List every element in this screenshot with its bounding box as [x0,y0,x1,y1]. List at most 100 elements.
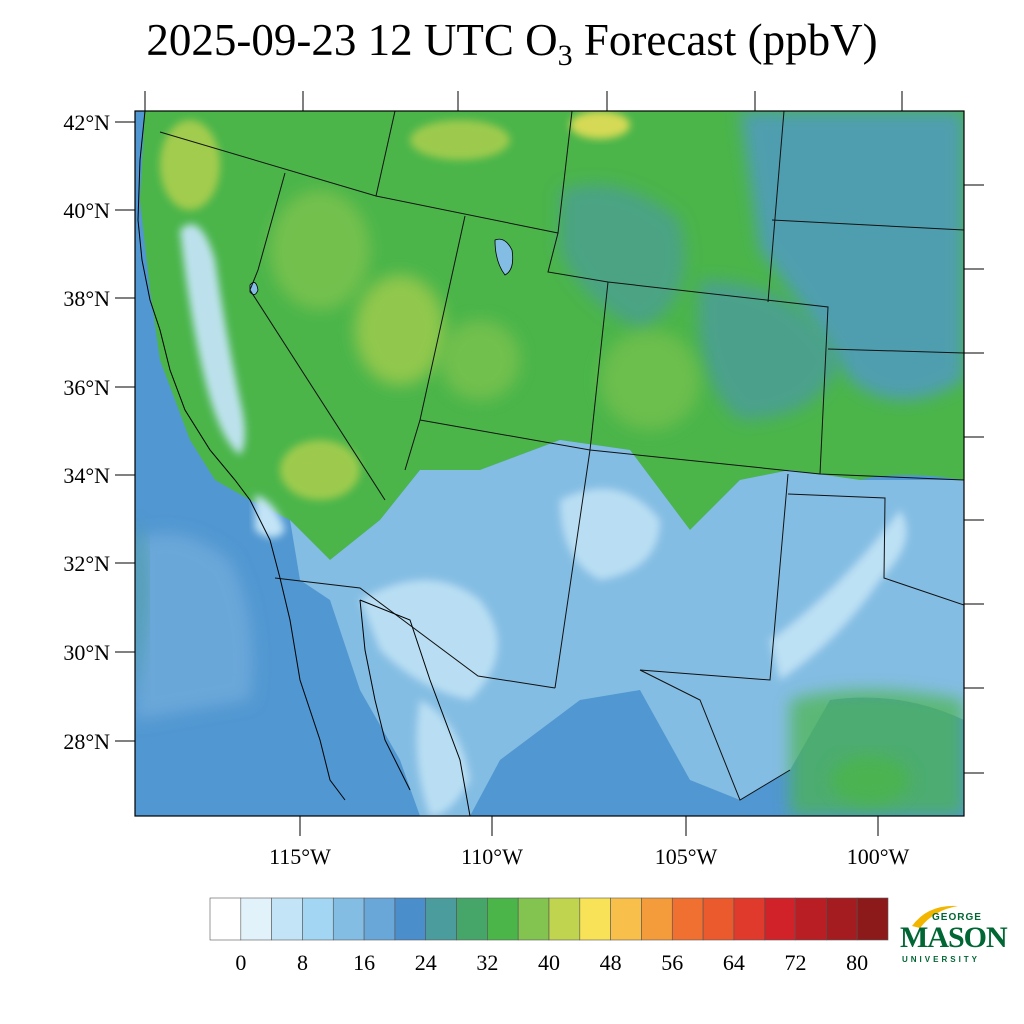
highland-patch [160,120,220,210]
colorbar-label: 40 [538,950,560,975]
logo-main-text: MASON [900,921,1008,954]
desert-pale-swath-1 [360,580,498,700]
la-basin-pale [255,495,285,538]
colorbar-label: 24 [415,950,437,975]
colorbar-swatch [733,897,766,941]
colorbar-label: 64 [723,950,745,975]
colorbar-swatch [394,897,427,941]
gulf-of-california-coast [359,599,411,791]
state-boundaries [159,111,964,801]
four-corners-line [419,419,964,481]
us-mexico-border [274,577,556,689]
california-coast [137,111,281,579]
lon-label: 110°W [461,844,523,869]
highland-patch [440,320,520,400]
desert-pale-swath-2 [560,488,660,580]
lat-label: 32°N [63,551,110,576]
colorbar-swatch [764,897,796,941]
colorbar-swatch [425,897,457,941]
colorbar-label: 80 [846,950,868,975]
colorbar-swatch [579,897,611,941]
new-mexico-texas-boundary [639,473,789,681]
lon-label: 115°W [269,844,331,869]
lat-label: 28°N [63,729,110,754]
highland-patch [280,440,360,500]
baja-pacific-coast [279,577,346,801]
colorbar-label: 8 [297,950,308,975]
mexico-pale-swath [416,700,470,816]
colorado-teal-patch [560,184,685,330]
left-ticks [115,121,135,742]
map-title: 2025-09-23 12 UTC O3 Forecast (ppbV) [0,12,1024,84]
lat-label: 42°N [63,110,110,135]
colorbar-swatch [641,897,673,941]
right-ticks [964,184,984,774]
title-text: 2025-09-23 12 UTC O [146,15,558,65]
kansas-oklahoma-boundary [827,348,964,354]
oklahoma-texas-boundary [787,493,964,606]
highland-patch [410,120,510,160]
highland-patch [355,275,445,385]
utah-colorado-boundary [554,281,609,689]
highland-patch [830,755,910,805]
colorbar-label: 48 [600,950,622,975]
colorbar-label: 32 [476,950,498,975]
colorbar-label: 0 [235,950,246,975]
texas-pale-swath [770,510,907,680]
coastlines [137,111,471,816]
great-salt-lake [494,238,514,276]
highland-patch [570,111,630,139]
logo-bottom-text: UNIVERSITY [902,955,981,964]
colorbar-swatch [548,897,581,941]
nebraska-south-boundary [771,219,964,231]
ozone-field [135,111,964,816]
colorbar-swatch [332,897,365,941]
colorbar-swatch [240,897,272,941]
lat-label: 40°N [63,198,110,223]
colorbar [209,897,889,941]
map-frame [134,110,965,817]
lon-label: 100°W [847,844,910,869]
colorbar-swatch [610,897,642,941]
logo-top-text: GEORGE [932,912,982,923]
central-valley-pale [180,224,245,455]
logo-swoosh [912,905,958,928]
lat-label: 30°N [63,640,110,665]
sonora-coast [359,599,471,816]
colorbar-swatch [209,897,242,941]
nebraska-boundary [767,111,785,303]
colorbar-swatch [456,897,488,941]
title-text-suffix: Forecast (ppbV) [572,15,878,65]
colorbar-label: 16 [353,950,375,975]
rio-grande-border [639,669,791,801]
plains-blue-patch [740,111,964,400]
longitude-labels: 115°W 110°W 105°W 100°W [269,844,909,869]
title-subscript: 3 [557,39,573,72]
colorbar-swatch [795,897,827,941]
lon-label: 105°W [655,844,718,869]
kansas-teal-patch [698,280,840,420]
colorbar-swatch [702,897,735,941]
colorbar-swatch [487,897,519,941]
coastal-ocean-green [135,111,148,700]
lat-label: 34°N [63,463,110,488]
colorbar-label: 72 [785,950,807,975]
california-nevada-boundary [249,172,386,501]
highland-patch [270,190,370,310]
lat-label: 36°N [63,375,110,400]
highland-patch [600,330,700,430]
colorbar-swatch [517,897,550,941]
lat-label: 38°N [63,286,110,311]
colorbar-labels: 0 8 16 24 32 40 48 56 64 72 80 [235,950,868,975]
top-ticks [144,91,903,111]
colorbar-label: 56 [661,950,683,975]
colorbar-swatch [856,897,889,941]
colorbar-swatch [271,897,303,941]
colorbar-swatch [826,897,858,941]
gmu-logo: GEORGE MASON UNIVERSITY [898,898,1008,970]
bottom-ticks [299,816,879,836]
colorbar-swatch [671,897,704,941]
latitude-labels: 42°N 40°N 38°N 36°N 34°N 32°N 30°N 28°N [63,110,110,754]
